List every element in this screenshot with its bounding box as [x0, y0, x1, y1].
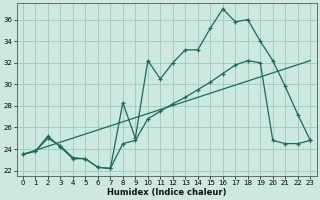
X-axis label: Humidex (Indice chaleur): Humidex (Indice chaleur)	[107, 188, 226, 197]
